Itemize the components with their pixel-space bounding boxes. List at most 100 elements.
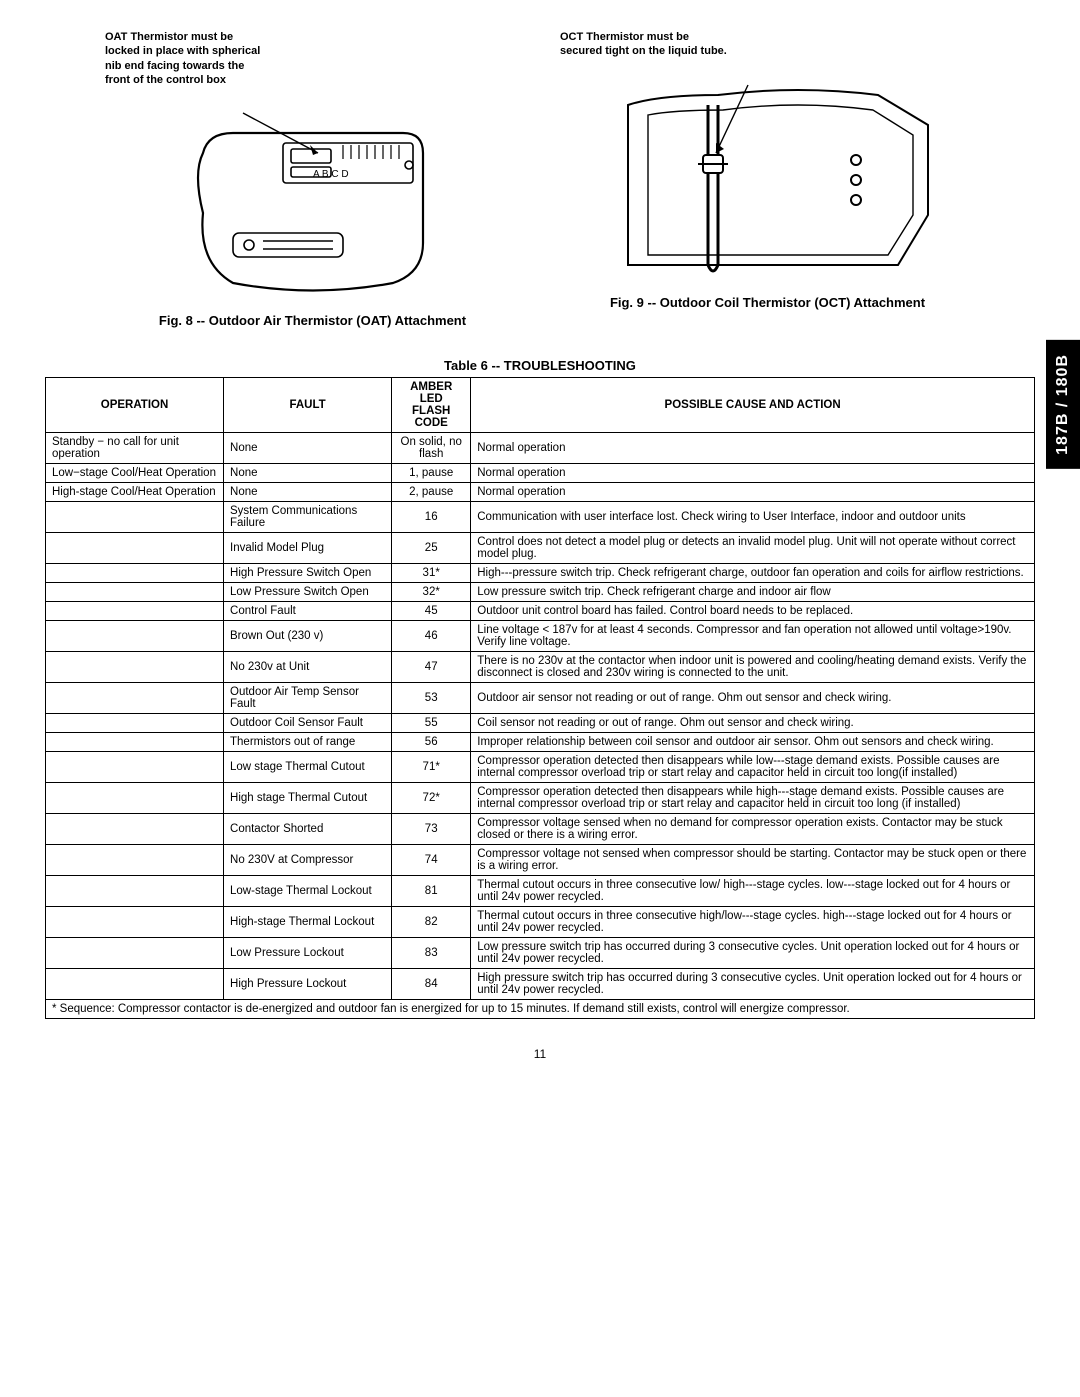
fig8-board-label: A B C D [313,169,349,180]
cell-code: 2, pause [392,483,471,502]
fig8-note-l1: OAT Thermistor must be [105,31,233,43]
cell-code: 84 [392,969,471,1000]
cell-fault: Low stage Thermal Cutout [224,752,392,783]
cell-code: 82 [392,907,471,938]
table-row: Low−stage Cool/Heat OperationNone1, paus… [46,464,1035,483]
cell-action: Outdoor unit control board has failed. C… [471,602,1035,621]
table-row: Low stage Thermal Cutout71*Compressor op… [46,752,1035,783]
cell-code: 47 [392,652,471,683]
table-row: High-stage Thermal Lockout82Thermal cuto… [46,907,1035,938]
table-row: Low Pressure Switch Open32*Low pressure … [46,583,1035,602]
cell-fault: Control Fault [224,602,392,621]
cell-operation [46,533,224,564]
cell-operation [46,907,224,938]
cell-action: Normal operation [471,483,1035,502]
cell-operation [46,583,224,602]
cell-fault: Outdoor Air Temp Sensor Fault [224,683,392,714]
table-row: High stage Thermal Cutout72*Compressor o… [46,783,1035,814]
cell-fault: High stage Thermal Cutout [224,783,392,814]
cell-operation [46,938,224,969]
table-row: Invalid Model Plug25Control does not det… [46,533,1035,564]
fig8-caption: Fig. 8 -- Outdoor Air Thermistor (OAT) A… [105,313,520,328]
table-row: Control Fault45Outdoor unit control boar… [46,602,1035,621]
cell-code: 71* [392,752,471,783]
fig9-note: OCT Thermistor must be secured tight on … [560,30,975,59]
table-footnote-row: * Sequence: Compressor contactor is de-e… [46,1000,1035,1019]
cell-action: Compressor voltage not sensed when compr… [471,845,1035,876]
fig9-caption: Fig. 9 -- Outdoor Coil Thermistor (OCT) … [560,295,975,310]
cell-code: 53 [392,683,471,714]
table-header-row: OPERATION FAULT AMBER LED FLASH CODE POS… [46,378,1035,433]
cell-action: There is no 230v at the contactor when i… [471,652,1035,683]
table-row: Contactor Shorted73Compressor voltage se… [46,814,1035,845]
cell-operation [46,683,224,714]
th-action: POSSIBLE CAUSE AND ACTION [471,378,1035,433]
cell-code: 46 [392,621,471,652]
table-row: No 230V at Compressor74Compressor voltag… [46,845,1035,876]
table-row: Standby − no call for unit operationNone… [46,433,1035,464]
cell-fault: Outdoor Coil Sensor Fault [224,714,392,733]
cell-fault: No 230v at Unit [224,652,392,683]
cell-operation [46,752,224,783]
cell-action: High pressure switch trip has occurred d… [471,969,1035,1000]
fig8-note-l4: front of the control box [105,74,226,86]
table-row: Low-stage Thermal Lockout81Thermal cutou… [46,876,1035,907]
cell-action: Communication with user interface lost. … [471,502,1035,533]
table-title: Table 6 -- TROUBLESHOOTING [45,358,1035,373]
fig8-column: OAT Thermistor must be locked in place w… [105,30,520,328]
cell-fault: Low-stage Thermal Lockout [224,876,392,907]
cell-operation [46,969,224,1000]
cell-code: 83 [392,938,471,969]
cell-action: Compressor operation detected then disap… [471,752,1035,783]
cell-fault: High-stage Thermal Lockout [224,907,392,938]
cell-fault: Low Pressure Lockout [224,938,392,969]
troubleshooting-table: OPERATION FAULT AMBER LED FLASH CODE POS… [45,377,1035,1019]
cell-action: Thermal cutout occurs in three consecuti… [471,876,1035,907]
cell-operation [46,564,224,583]
cell-operation [46,814,224,845]
cell-fault: Thermistors out of range [224,733,392,752]
fig9-column: OCT Thermistor must be secured tight on … [560,30,975,328]
table-row: High Pressure Lockout84High pressure swi… [46,969,1035,1000]
cell-fault: None [224,464,392,483]
fig9-drawing [560,65,975,285]
cell-fault: Invalid Model Plug [224,533,392,564]
cell-code: 32* [392,583,471,602]
fig8-note-l3: nib end facing towards the [105,60,244,72]
table-row: High-stage Cool/Heat OperationNone2, pau… [46,483,1035,502]
cell-action: Outdoor air sensor not reading or out of… [471,683,1035,714]
cell-fault: Low Pressure Switch Open [224,583,392,602]
fig9-note-l1: OCT Thermistor must be [560,31,689,43]
table-row: No 230v at Unit47There is no 230v at the… [46,652,1035,683]
page: 187B / 180B OAT Thermistor must be locke… [0,0,1080,1101]
table-footnote: * Sequence: Compressor contactor is de-e… [46,1000,1035,1019]
cell-code: 72* [392,783,471,814]
cell-fault: Contactor Shorted [224,814,392,845]
cell-fault: Brown Out (230 v) [224,621,392,652]
th-operation: OPERATION [46,378,224,433]
cell-code: 55 [392,714,471,733]
cell-action: Normal operation [471,433,1035,464]
cell-code: 45 [392,602,471,621]
cell-operation: Low−stage Cool/Heat Operation [46,464,224,483]
table-row: Brown Out (230 v)46Line voltage < 187v f… [46,621,1035,652]
cell-code: 31* [392,564,471,583]
cell-operation [46,621,224,652]
cell-action: Thermal cutout occurs in three consecuti… [471,907,1035,938]
cell-operation: High-stage Cool/Heat Operation [46,483,224,502]
cell-code: 25 [392,533,471,564]
cell-operation [46,714,224,733]
cell-operation [46,876,224,907]
cell-fault: No 230V at Compressor [224,845,392,876]
cell-operation [46,733,224,752]
cell-code: 56 [392,733,471,752]
fig8-note: OAT Thermistor must be locked in place w… [105,30,520,87]
table-row: Outdoor Coil Sensor Fault55Coil sensor n… [46,714,1035,733]
cell-action: Normal operation [471,464,1035,483]
cell-operation [46,652,224,683]
fig9-note-l2: secured tight on the liquid tube. [560,45,727,57]
cell-action: High---pressure switch trip. Check refri… [471,564,1035,583]
cell-action: Line voltage < 187v for at least 4 secon… [471,621,1035,652]
cell-action: Low pressure switch trip. Check refriger… [471,583,1035,602]
cell-action: Control does not detect a model plug or … [471,533,1035,564]
